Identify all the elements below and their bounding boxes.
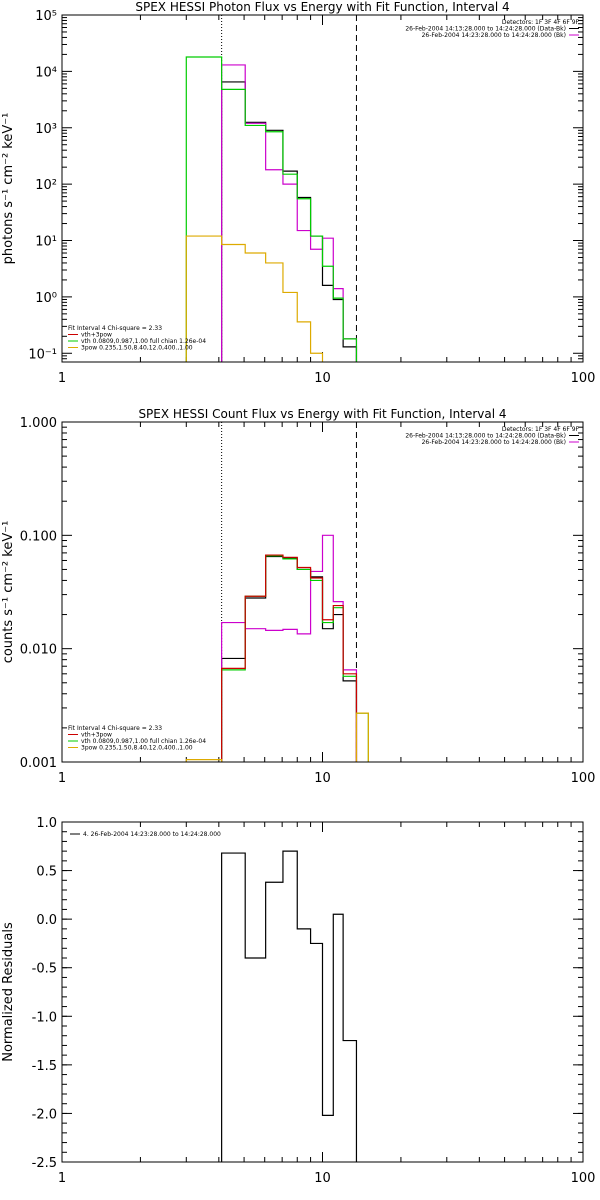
legend-entry: Fit Interval 4 Chi-square = 2.33: [68, 325, 162, 332]
legend-entry: Detectors: 1F 3F 4F 6F 9F: [502, 426, 580, 433]
data-series-1: [221, 555, 358, 762]
plot-frame: [61, 421, 584, 763]
y-axis-label: photons s⁻¹ cm⁻² keV⁻¹: [1, 113, 16, 265]
data-series-2: [221, 534, 358, 762]
x-tick-label: 10: [314, 371, 331, 386]
legend-entry: vth+3pow: [81, 732, 112, 739]
y-tick-label: -0.5: [32, 962, 57, 977]
chart-title: SPEX HESSI Count Flux vs Energy with Fit…: [138, 407, 506, 421]
y-tick-label: 0.0: [36, 913, 57, 928]
x-tick-label: 1: [58, 371, 66, 386]
chart-panel-2: SPEX HESSI Count Flux vs Energy with Fit…: [1, 407, 595, 786]
x-tick-label: 100: [571, 1171, 596, 1186]
y-tick-label: -1.5: [32, 1059, 57, 1074]
data-series-3: [185, 56, 358, 362]
y-tick-label: 10¹: [35, 235, 57, 250]
y-tick-label: -2.0: [32, 1107, 57, 1122]
chart-panel-1: SPEX HESSI Photon Flux vs Energy with Fi…: [1, 0, 595, 386]
y-tick-label: 10⁻¹: [28, 347, 57, 362]
legend-entry: vth 0.0809,0.987,1.00 full chian 1.26e-0…: [81, 338, 206, 345]
x-tick-label: 1: [58, 771, 66, 786]
y-tick-label: -2.5: [32, 1156, 57, 1171]
y-tick-label: 0.010: [20, 643, 57, 658]
y-tick-label: 1.0: [36, 816, 57, 831]
y-tick-label: 10⁰: [35, 291, 57, 306]
legend-entry: 3pow 0.235,1.50,8.40,12.0,400.,1.00: [81, 745, 193, 752]
legend-entry: 26-Feb-2004 14:13:28.000 to 14:24:28.000…: [405, 433, 566, 440]
x-tick-label: 100: [571, 771, 596, 786]
legend-entry: 4. 26-Feb-2004 14:23:28.000 to 14:24:28.…: [83, 831, 221, 838]
data-series-1: [221, 850, 358, 1162]
plot-frame: [61, 14, 584, 363]
y-axis-label: Normalized Residuals: [1, 922, 16, 1062]
legend-entry: vth+3pow: [81, 332, 112, 339]
chart-panel-3: Normalized Residuals 1 10 100 1.0 0.5 0.0 -0.5 -…: [1, 816, 595, 1186]
x-tick-label: 10: [314, 1171, 331, 1186]
y-tick-label: 10²: [35, 178, 57, 193]
legend-entry: vth 0.0809,0.987,1.00 full chian 1.26e-0…: [81, 738, 206, 745]
legend-entry: Fit Interval 4 Chi-square = 2.33: [68, 725, 162, 732]
x-tick-label: 1: [58, 1171, 66, 1186]
data-series-1: [221, 81, 358, 362]
y-axis-label: counts s⁻¹ cm⁻² keV⁻¹: [1, 521, 16, 664]
y-tick-label: 10⁵: [35, 9, 57, 24]
plot-frame: [61, 821, 584, 1163]
y-tick-label: 1.000: [20, 416, 57, 431]
y-tick-label: 10³: [35, 122, 57, 137]
y-tick-label: 0.100: [20, 529, 57, 544]
y-tick-label: 0.5: [36, 865, 57, 880]
legend-entry: 26-Feb-2004 14:13:28.000 to 14:24:28.000…: [405, 26, 566, 33]
data-series-4: [221, 554, 358, 762]
chart-title: SPEX HESSI Photon Flux vs Energy with Fi…: [135, 0, 509, 14]
y-tick-label: 0.001: [20, 756, 57, 771]
x-tick-label: 100: [571, 371, 596, 386]
legend-entry: 26-Feb-2004 14:23:28.000 to 14:24:28.000…: [422, 439, 566, 446]
y-tick-label: 10⁴: [35, 65, 57, 80]
x-tick-label: 10: [314, 771, 331, 786]
data-series-5: [185, 712, 369, 762]
data-series-2: [221, 64, 358, 362]
y-tick-label: -1.0: [32, 1010, 57, 1025]
legend-entry: 26-Feb-2004 14:23:28.000 to 14:24:28.000…: [422, 32, 566, 39]
legend-entry: Detectors: 1F 3F 4F 6F 9F: [502, 19, 580, 26]
data-series-4: [185, 235, 324, 362]
legend-entry: 3pow 0.235,1.50,8.40,12.0,400.,1.00: [81, 345, 193, 352]
